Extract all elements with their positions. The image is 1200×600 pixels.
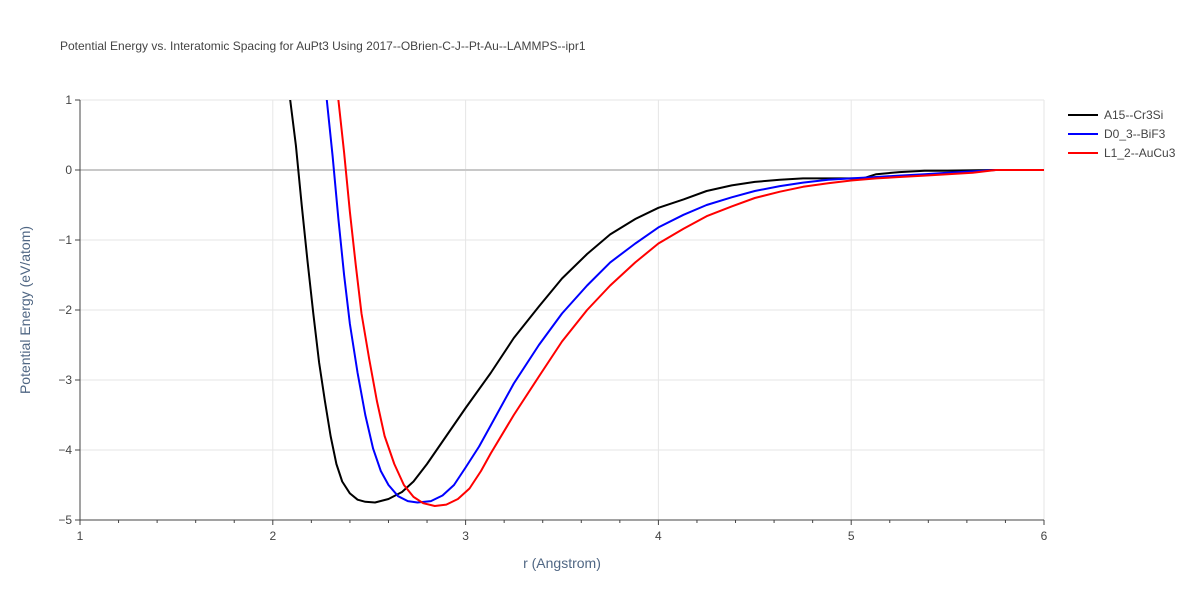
x-tick-label: 4	[655, 529, 662, 543]
y-tick-label: −5	[58, 513, 72, 527]
grid-layer	[80, 99, 1045, 520]
legend-item[interactable]: A15--Cr3Si	[1068, 108, 1163, 122]
axis-layer: 1 2 3 4 5 6 1 0 −1 −2 −3 −4 −5	[58, 93, 1047, 543]
y-tick-label: 1	[65, 93, 72, 107]
series-line-l1-2-aucu3	[337, 100, 1044, 507]
legend-label: D0_3--BiF3	[1104, 127, 1166, 141]
x-axis-title: r (Angstrom)	[523, 555, 601, 571]
x-tick-label: 3	[462, 529, 469, 543]
x-tick-label: 1	[77, 529, 84, 543]
x-tick-label: 2	[269, 529, 276, 543]
y-axis-title: Potential Energy (eV/atom)	[17, 226, 33, 394]
chart-title: Potential Energy vs. Interatomic Spacing…	[60, 39, 586, 53]
y-tick-label: −1	[58, 233, 72, 247]
y-tick-label: 0	[65, 163, 72, 177]
legend-label: A15--Cr3Si	[1104, 108, 1163, 122]
legend-label: L1_2--AuCu3	[1104, 146, 1176, 160]
y-tick-label: −2	[58, 303, 72, 317]
series-line-d0-3-bif3	[325, 100, 1044, 504]
series-layer	[289, 100, 1044, 507]
legend-item[interactable]: L1_2--AuCu3	[1068, 146, 1176, 160]
series-line-a15-cr3si	[289, 100, 1044, 504]
y-tick-label: −4	[58, 443, 72, 457]
y-tick-label: −3	[58, 373, 72, 387]
legend-item[interactable]: D0_3--BiF3	[1068, 127, 1166, 141]
x-tick-label: 6	[1041, 529, 1048, 543]
x-tick-label: 5	[848, 529, 855, 543]
legend[interactable]: A15--Cr3Si D0_3--BiF3 L1_2--AuCu3	[1068, 108, 1176, 160]
